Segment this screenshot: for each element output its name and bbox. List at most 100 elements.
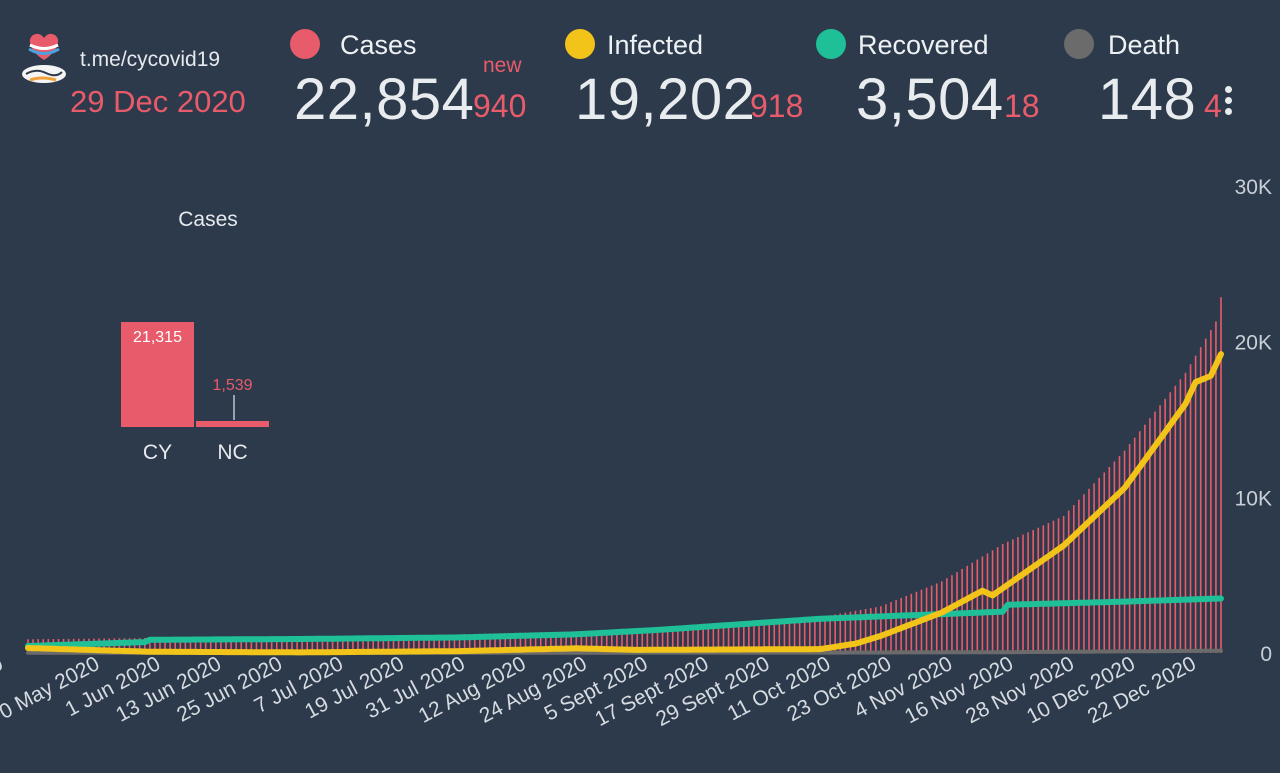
cases-bar (814, 617, 816, 653)
cases-bar (824, 616, 826, 653)
cases-bar (1154, 411, 1156, 653)
cases-bar (255, 637, 258, 653)
cases-bar (1103, 472, 1106, 653)
inset-bar-nc (196, 421, 269, 427)
cases-bar (1083, 494, 1085, 653)
cases-bar (560, 631, 562, 653)
cases-bar (209, 637, 212, 653)
cases-bar (336, 636, 339, 653)
cases-bar (616, 629, 618, 653)
cases-bar (1001, 544, 1004, 653)
cases-bar (372, 636, 375, 653)
cases-bar (798, 619, 801, 653)
cases-bar (133, 638, 136, 653)
cases-bar (880, 606, 882, 653)
cases-bar (392, 635, 395, 653)
cases-bar (996, 547, 999, 653)
cases-bar (661, 628, 664, 653)
cases-bar (1072, 505, 1075, 653)
cases-bar (758, 622, 760, 653)
cases-bar (1078, 499, 1080, 653)
cases-bar (844, 612, 847, 653)
stat-death-delta: 4 (1204, 88, 1222, 124)
cases-bar (270, 637, 273, 653)
cases-bar (666, 627, 669, 653)
stats-header: t.me/cycovid19 29 Dec 2020 Cases 22,854 … (0, 0, 1280, 140)
cases-dot-icon (290, 29, 320, 59)
cases-bar (793, 619, 796, 653)
cases-bar (382, 635, 385, 653)
cases-bar (433, 634, 435, 653)
cases-bar (1133, 437, 1136, 653)
cases-bar (682, 626, 684, 653)
cases-bar (402, 635, 405, 653)
cases-bar (1032, 530, 1034, 653)
cases-bar (1042, 525, 1045, 653)
cases-bar (458, 634, 461, 653)
cases-bar (184, 637, 187, 653)
cases-bar (326, 636, 329, 653)
cases-bar (732, 623, 735, 653)
cases-bar (763, 622, 765, 653)
cases-bar (621, 629, 623, 653)
more-menu-icon[interactable] (1218, 86, 1238, 122)
cases-bar (1138, 431, 1141, 653)
cases-bar (479, 633, 481, 653)
cases-bar (413, 635, 415, 653)
cases-bar (874, 607, 877, 653)
cases-bar (524, 632, 527, 653)
cases-bar (443, 634, 446, 653)
cases-bar (484, 633, 486, 653)
cases-bar (1179, 379, 1182, 653)
cases-bar (1118, 456, 1121, 653)
cases-bar (275, 637, 278, 653)
cases-bar (590, 630, 593, 653)
cases-bar (164, 637, 166, 653)
cases-bar (808, 618, 811, 653)
cases-bar (529, 632, 532, 653)
stat-death-value: 148 (1098, 67, 1197, 132)
cases-bar (550, 632, 552, 653)
cases-bar (306, 637, 309, 653)
cases-bar (534, 632, 537, 653)
cases-bar (565, 631, 567, 653)
cases-bar (1088, 488, 1090, 653)
cases-bar (768, 621, 770, 653)
cases-bar (321, 637, 324, 653)
cases-bar (357, 636, 359, 653)
cases-bar (1169, 392, 1172, 653)
recovered-line (25, 595, 1224, 649)
cases-bar (362, 636, 364, 653)
cases-bar (159, 638, 161, 653)
cases-bar (316, 637, 319, 653)
cases-bar (1128, 444, 1131, 653)
cases-bars (27, 297, 1222, 653)
cases-bar (737, 623, 740, 653)
cases-bar (971, 562, 974, 653)
cases-bar (692, 626, 694, 653)
cases-bar (281, 637, 283, 653)
inset-value-label: 21,315 (133, 329, 182, 346)
cases-bar (895, 600, 897, 653)
y-tick-label: 10K (1235, 487, 1272, 510)
cases-bar (189, 637, 192, 653)
cases-bar (611, 630, 613, 653)
cases-bar (803, 618, 806, 653)
cases-bar (1123, 450, 1126, 653)
cases-bar (407, 635, 410, 653)
cases-bar (743, 623, 745, 653)
cases-bar (585, 630, 588, 653)
inset-category-label: CY (143, 441, 172, 464)
cases-bar (1093, 483, 1095, 653)
cases-bar (717, 624, 720, 653)
cases-bar (555, 631, 557, 653)
cyprus-heart-logo-icon (22, 33, 66, 83)
cases-bar (199, 637, 202, 653)
cases-bar (631, 629, 633, 653)
cases-bar (1174, 385, 1177, 653)
cases-bar (1189, 364, 1192, 653)
cases-bar (204, 637, 207, 653)
inset-value-label: 1,539 (212, 377, 252, 394)
source-link[interactable]: t.me/cycovid19 (80, 48, 221, 71)
cases-bar (215, 637, 217, 653)
